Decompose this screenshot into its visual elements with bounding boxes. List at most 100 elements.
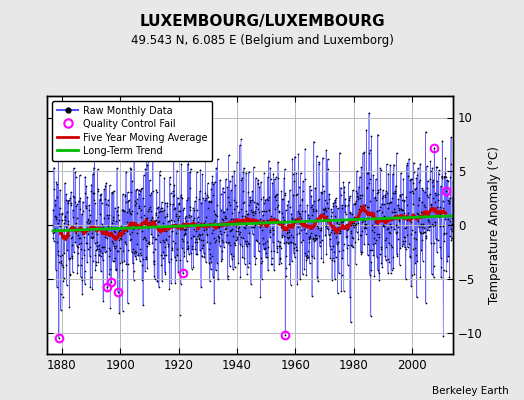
Point <box>90 164 98 171</box>
Point <box>353 168 361 174</box>
Point <box>424 227 433 234</box>
Point <box>233 218 242 224</box>
Point <box>114 288 122 295</box>
Point <box>117 228 126 234</box>
Point <box>320 216 329 222</box>
Point <box>399 238 407 244</box>
Point <box>178 194 186 201</box>
Point <box>203 232 211 238</box>
Point <box>362 225 370 231</box>
Point <box>217 220 225 227</box>
Point <box>50 237 58 244</box>
Point <box>260 246 268 252</box>
Point <box>107 279 116 285</box>
Point <box>243 210 251 217</box>
Point <box>163 241 172 248</box>
Point <box>347 210 356 217</box>
Point <box>321 204 330 211</box>
Point <box>152 212 160 218</box>
Point <box>146 204 155 210</box>
Point <box>145 220 154 227</box>
Point <box>418 185 427 192</box>
Point <box>336 219 345 226</box>
Point <box>154 232 162 238</box>
Point <box>112 243 120 249</box>
Point <box>104 196 112 203</box>
Point <box>253 199 261 206</box>
Point <box>170 254 179 260</box>
Point <box>400 244 409 251</box>
Point <box>247 218 256 224</box>
Point <box>441 155 450 161</box>
Point <box>254 180 262 186</box>
Point <box>437 263 445 270</box>
Point <box>358 218 366 225</box>
Point <box>64 197 73 204</box>
Point <box>322 251 331 257</box>
Point <box>176 312 184 318</box>
Point <box>320 210 328 216</box>
Point <box>134 252 143 259</box>
Point <box>366 271 374 278</box>
Point <box>116 234 124 241</box>
Point <box>244 230 253 236</box>
Point <box>368 209 376 215</box>
Point <box>218 248 226 254</box>
Point <box>265 194 274 201</box>
Point <box>378 194 387 201</box>
Point <box>410 234 419 241</box>
Point <box>202 225 211 232</box>
Point <box>246 199 255 205</box>
Point <box>180 226 189 232</box>
Point <box>431 219 439 225</box>
Point <box>201 190 210 196</box>
Point <box>283 228 291 235</box>
Point <box>340 241 348 247</box>
Point <box>442 268 451 274</box>
Point <box>110 227 118 234</box>
Point <box>206 198 215 204</box>
Point <box>325 216 333 222</box>
Point <box>280 190 289 196</box>
Point <box>395 206 403 213</box>
Point <box>187 166 195 172</box>
Point <box>255 183 264 190</box>
Point <box>150 217 159 224</box>
Point <box>115 237 123 243</box>
Point <box>199 195 207 202</box>
Point <box>190 226 199 232</box>
Point <box>287 215 296 222</box>
Point <box>195 196 203 202</box>
Point <box>308 212 316 218</box>
Point <box>401 224 409 231</box>
Point <box>136 246 144 252</box>
Point <box>268 239 277 245</box>
Point <box>323 156 332 162</box>
Point <box>85 212 94 218</box>
Point <box>168 245 176 251</box>
Point <box>276 239 284 245</box>
Point <box>385 240 393 246</box>
Point <box>217 207 226 213</box>
Point <box>266 234 274 241</box>
Point <box>221 220 229 226</box>
Point <box>310 255 318 261</box>
Point <box>326 255 334 262</box>
Point <box>139 236 147 242</box>
Point <box>163 213 172 219</box>
Point <box>383 200 391 206</box>
Point <box>421 129 430 135</box>
Point <box>215 224 223 230</box>
Point <box>383 190 391 196</box>
Point <box>112 218 120 225</box>
Point <box>429 274 438 280</box>
Point <box>173 246 181 252</box>
Point <box>331 197 339 203</box>
Point <box>223 184 232 190</box>
Point <box>72 242 81 249</box>
Point <box>316 227 325 233</box>
Point <box>67 199 75 206</box>
Point <box>172 230 180 236</box>
Text: 49.543 N, 6.085 E (Belgium and Luxemborg): 49.543 N, 6.085 E (Belgium and Luxemborg… <box>130 34 394 47</box>
Point <box>287 282 295 288</box>
